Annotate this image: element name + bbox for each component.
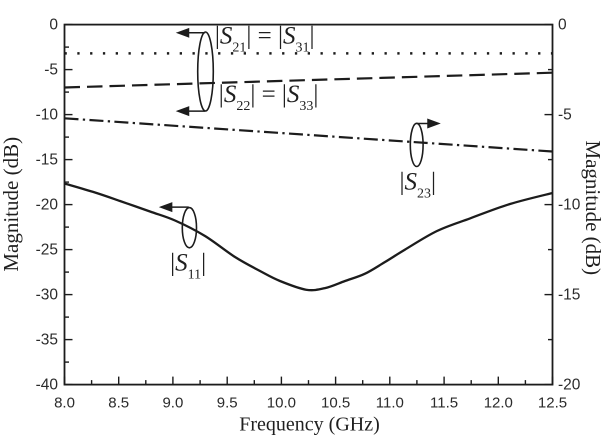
svg-text:9.5: 9.5 [217, 395, 238, 412]
svg-text:Magnitude (dB): Magnitude (dB) [0, 137, 23, 272]
svg-text:-20: -20 [36, 197, 59, 214]
svg-text:-35: -35 [36, 332, 58, 349]
svg-text:-30: -30 [36, 287, 59, 304]
svg-text:-5: -5 [44, 62, 58, 79]
svg-text:-5: -5 [558, 107, 572, 124]
svg-text:11.0: 11.0 [376, 395, 404, 412]
svg-text:12.0: 12.0 [484, 395, 513, 412]
svg-text:Magnitude (dB): Magnitude (dB) [581, 140, 605, 275]
svg-text:12.5: 12.5 [538, 395, 567, 412]
svg-text:-10: -10 [558, 197, 581, 214]
svg-text:-15: -15 [558, 287, 580, 304]
svg-text:11.5: 11.5 [430, 395, 458, 412]
svg-text:-20: -20 [558, 377, 581, 394]
svg-text:9.0: 9.0 [162, 395, 183, 412]
svg-text:-25: -25 [36, 242, 58, 259]
svg-text:8.5: 8.5 [108, 395, 129, 412]
svg-text:Frequency (GHz): Frequency (GHz) [239, 413, 380, 435]
svg-text:10.0: 10.0 [267, 395, 296, 412]
svg-text:-40: -40 [36, 377, 59, 394]
svg-text:10.5: 10.5 [321, 395, 350, 412]
svg-text:-10: -10 [36, 107, 59, 124]
svg-text:8.0: 8.0 [54, 395, 75, 412]
svg-text:0: 0 [49, 17, 58, 34]
svg-text:0: 0 [558, 17, 567, 34]
svg-text:-15: -15 [36, 152, 58, 169]
